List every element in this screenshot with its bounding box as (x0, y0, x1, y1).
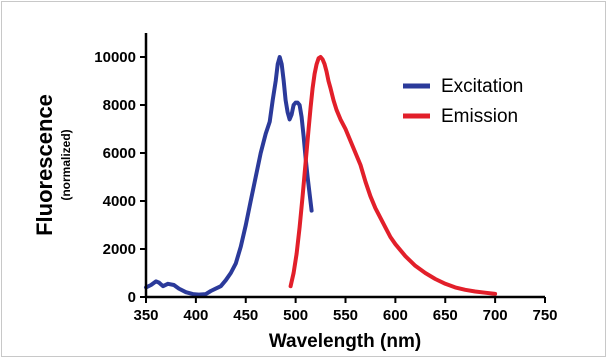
x-tick-label: 500 (283, 307, 308, 324)
legend-label-emission: Emission (441, 106, 518, 127)
y-axis-subtitle: (normalized) (59, 129, 73, 200)
axes (144, 33, 545, 299)
y-tick-label: 0 (128, 289, 136, 306)
x-tick-label: 750 (532, 307, 557, 324)
series-line-emission (288, 55, 498, 296)
series-line-excitation (144, 55, 314, 297)
x-tick-label: 600 (383, 307, 408, 324)
ticks: 350 400 450 500 550 600 650 700 750 0 2000 4000 6000… (94, 49, 557, 324)
y-tick-label: 10000 (94, 49, 136, 66)
x-tick-label: 350 (133, 307, 158, 324)
x-tick-label: 550 (333, 307, 358, 324)
legend-label-excitation: Excitation (441, 76, 523, 97)
y-tick-label: 4000 (103, 193, 136, 210)
x-tick-label: 700 (483, 307, 508, 324)
plot-area (144, 55, 498, 297)
x-axis-title: Wavelength (nm) (269, 331, 421, 352)
y-tick-label: 6000 (103, 145, 136, 162)
x-tick-label: 450 (233, 307, 258, 324)
y-tick-label: 2000 (103, 241, 136, 258)
legend: Excitation Emission (403, 76, 523, 127)
y-tick-label: 8000 (103, 97, 136, 114)
y-axis-title: Fluorescence (32, 94, 57, 236)
x-tick-label: 650 (433, 307, 458, 324)
x-tick-label: 400 (183, 307, 208, 324)
